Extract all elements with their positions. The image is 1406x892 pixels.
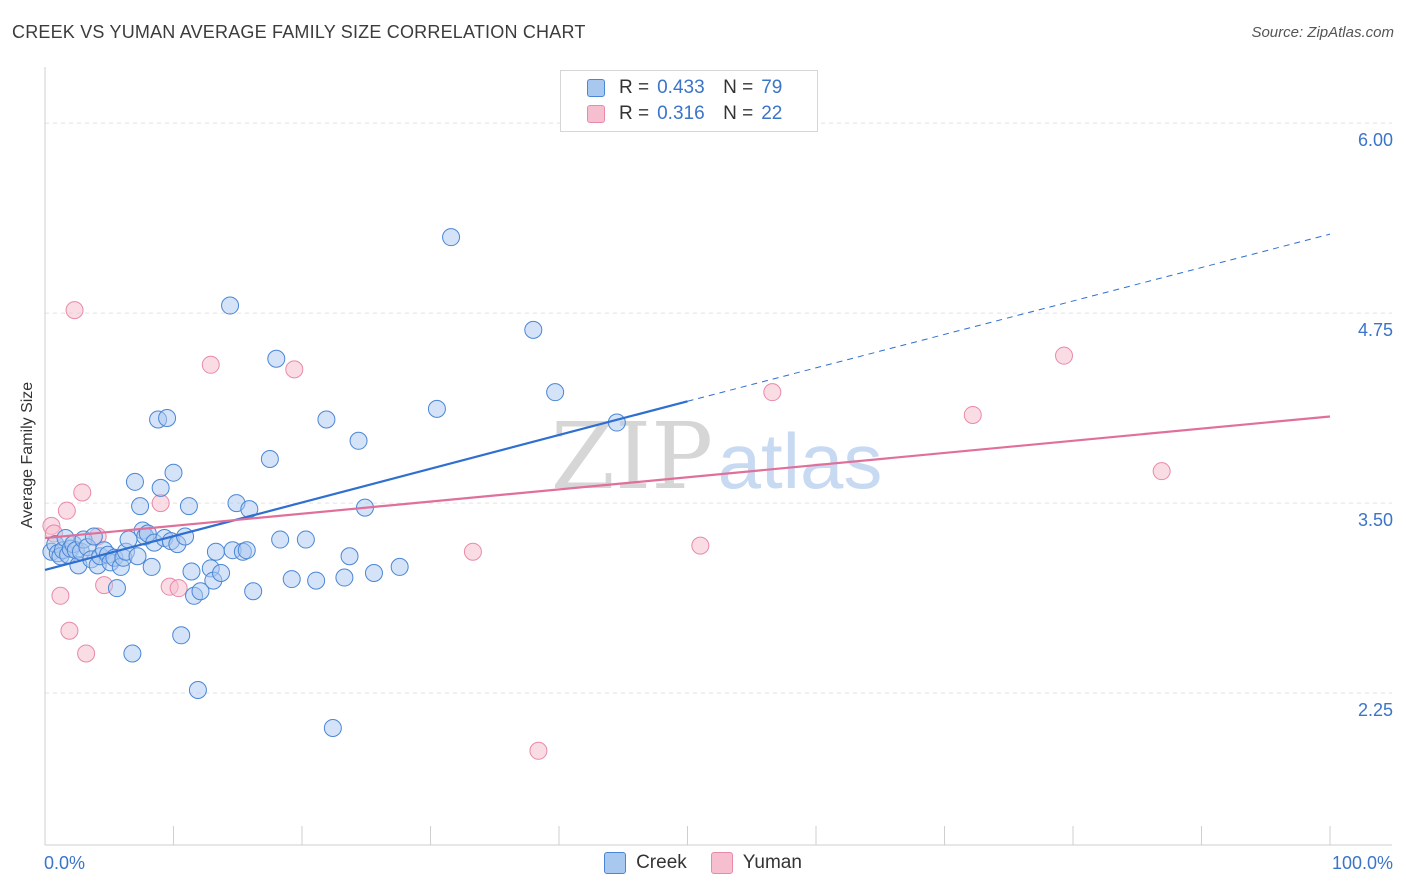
y-tick-label: 3.50 (1358, 510, 1393, 530)
creek-point (340, 547, 359, 566)
yuman-point (51, 586, 70, 605)
y-tick-label: 4.75 (1358, 320, 1393, 340)
x-tick-label-min: 0.0% (44, 853, 85, 873)
creek-point (244, 582, 263, 601)
legend-creek-r-label: R = (619, 77, 650, 98)
yuman-point (77, 644, 96, 663)
gridlines (45, 122, 1392, 694)
yuman-swatch (587, 105, 605, 123)
creek-point (307, 571, 326, 590)
legend-yuman-r-value: 0.316 (657, 103, 705, 124)
yuman-point (60, 621, 79, 640)
yuman-point (763, 383, 782, 402)
yuman-points (42, 301, 1171, 760)
creek-point (128, 547, 147, 566)
creek-point (172, 626, 191, 645)
yuman-point (57, 501, 76, 520)
creek-point (267, 349, 286, 368)
yuman-point (1055, 346, 1074, 365)
yuman-point (65, 301, 84, 320)
trend-lines (44, 233, 1331, 572)
creek-point (260, 450, 279, 469)
legend-yuman-n-value: 22 (761, 103, 783, 124)
creek-point (390, 557, 409, 576)
y-axis-label: Average Family Size (19, 381, 36, 529)
yuman-point (963, 405, 982, 424)
series-legend: Creek Yuman (0, 852, 1406, 874)
creek-legend-swatch (604, 852, 627, 874)
y-tick-label: 2.25 (1358, 700, 1393, 720)
creek-swatch (587, 79, 605, 97)
creek-trend-line (44, 400, 688, 572)
creek-point (182, 562, 201, 581)
creek-trend-extension (687, 233, 1331, 402)
x-tick-label-max: 100.0% (1332, 853, 1393, 873)
y-tick-label: 6.00 (1358, 130, 1393, 150)
yuman-point (285, 360, 304, 379)
creek-point (164, 463, 183, 482)
yuman-trend-line (44, 415, 1331, 540)
creek-point (237, 541, 256, 560)
legend-row-yuman: R = 0.316 N = 22 (587, 102, 782, 126)
legend-creek-label: Creek (636, 852, 687, 873)
watermark-zip: ZIP (551, 403, 713, 510)
creek-points (42, 228, 626, 737)
chart-title: CREEK VS YUMAN AVERAGE FAMILY SIZE CORRE… (12, 22, 586, 42)
legend-creek-n-value: 79 (761, 77, 783, 98)
yuman-point (691, 536, 710, 555)
creek-point (107, 579, 126, 598)
creek-point (427, 399, 446, 418)
creek-point (221, 296, 240, 315)
legend-yuman-n-label: N = (723, 103, 754, 124)
creek-point (282, 570, 301, 589)
creek-point (364, 563, 383, 582)
creek-point (188, 681, 207, 699)
legend-item-creek: Creek (604, 852, 687, 874)
legend-row-creek: R = 0.433 N = 79 (587, 76, 782, 100)
legend-yuman-label: Yuman (742, 852, 802, 873)
creek-point (271, 530, 290, 549)
axes (44, 67, 1392, 846)
legend-yuman-r-label: R = (619, 103, 650, 124)
yuman-point (529, 741, 548, 760)
creek-point (317, 410, 336, 429)
creek-point (179, 497, 198, 516)
creek-point (607, 413, 626, 432)
creek-point (524, 320, 543, 339)
creek-point (335, 568, 354, 587)
creek-point (349, 431, 368, 450)
yuman-point (151, 494, 170, 513)
legend-creek-r-value: 0.433 (657, 77, 705, 98)
creek-point (191, 582, 210, 601)
creek-point (296, 530, 315, 549)
creek-point (142, 557, 161, 576)
stats-legend: R = 0.433 N = 79 R = 0.316 N = 22 (560, 70, 818, 132)
watermark: ZIP atlas (551, 403, 882, 510)
yuman-point (1152, 462, 1171, 481)
legend-creek-n-label: N = (723, 77, 754, 98)
creek-point (206, 542, 225, 561)
yuman-point (73, 483, 92, 502)
tick-labels: 2.25 3.50 4.75 6.00 0.0% 100.0% (44, 130, 1393, 873)
source-label: Source: ZipAtlas.com (1251, 24, 1394, 41)
yuman-legend-swatch (710, 852, 733, 874)
creek-point (212, 563, 231, 582)
yuman-point (201, 355, 220, 374)
yuman-point (169, 579, 188, 598)
creek-point (131, 497, 150, 516)
creek-point (323, 718, 342, 737)
creek-point (151, 478, 170, 497)
legend-item-yuman: Yuman (710, 852, 802, 874)
creek-point (123, 644, 142, 663)
creek-point (442, 228, 461, 247)
creek-point (158, 408, 177, 427)
creek-point (546, 383, 565, 402)
yuman-point (463, 542, 482, 561)
creek-point (125, 472, 144, 491)
